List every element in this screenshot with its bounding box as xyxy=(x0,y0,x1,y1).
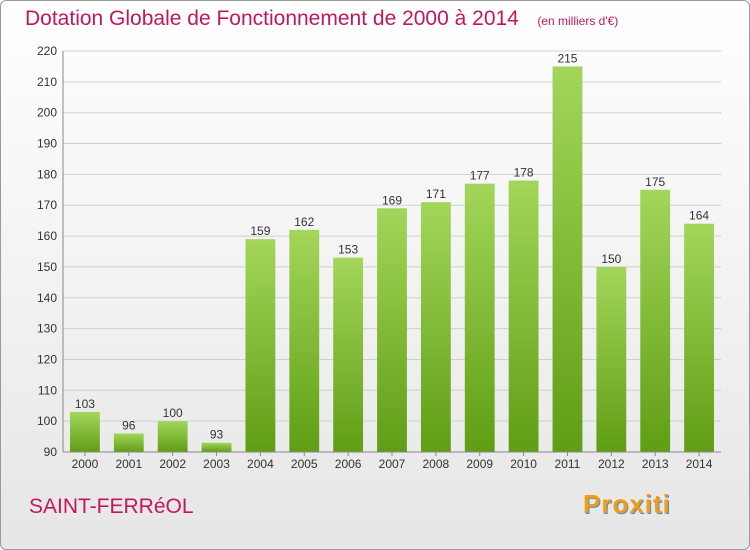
y-tick-label: 210 xyxy=(37,75,57,89)
x-tick-label: 2013 xyxy=(642,457,669,471)
title-row: Dotation Globale de Fonctionnement de 20… xyxy=(25,7,618,31)
bar xyxy=(552,66,583,452)
bar xyxy=(464,183,495,452)
bar xyxy=(596,266,627,452)
data-label: 175 xyxy=(645,175,665,189)
bar xyxy=(289,229,320,452)
bar xyxy=(684,223,714,452)
bar xyxy=(508,180,539,453)
x-tick-label: 2007 xyxy=(379,457,406,471)
bar xyxy=(113,433,144,452)
bar xyxy=(420,202,451,452)
y-tick-label: 220 xyxy=(37,44,57,58)
x-tick-label: 2014 xyxy=(686,457,713,471)
data-label: 150 xyxy=(601,252,621,266)
y-tick-label: 150 xyxy=(37,260,57,274)
bar xyxy=(245,239,276,452)
data-label: 169 xyxy=(382,193,402,207)
data-label: 100 xyxy=(163,406,183,420)
data-label: 171 xyxy=(426,187,446,201)
x-tick-label: 2003 xyxy=(203,457,230,471)
bar xyxy=(640,189,671,453)
y-tick-label: 200 xyxy=(37,106,57,120)
x-tick-label: 2010 xyxy=(510,457,537,471)
bar xyxy=(333,257,364,452)
data-label: 159 xyxy=(250,224,270,238)
x-tick-label: 2012 xyxy=(598,457,625,471)
y-tick-label: 170 xyxy=(37,198,57,212)
x-tick-label: 2005 xyxy=(291,457,318,471)
y-tick-label: 120 xyxy=(37,352,57,366)
bars: 103 96 100 93 159 162 153 169 171 177 178 215 150 175… xyxy=(70,51,714,453)
bar xyxy=(70,411,100,452)
data-label: 164 xyxy=(689,209,709,223)
data-label: 178 xyxy=(514,166,534,180)
proxiti-logo: Proxiti xyxy=(583,489,671,519)
x-tick-label: 2000 xyxy=(72,457,99,471)
data-label: 93 xyxy=(210,428,224,442)
y-tick-label: 130 xyxy=(37,322,57,336)
x-tick-label: 2006 xyxy=(335,457,362,471)
data-label: 162 xyxy=(294,215,314,229)
chart-title: Dotation Globale de Fonctionnement de 20… xyxy=(25,7,519,30)
x-tick-label: 2002 xyxy=(159,457,186,471)
x-tick-label: 2001 xyxy=(115,457,142,471)
data-label: 96 xyxy=(122,418,136,432)
x-tick-label: 2008 xyxy=(423,457,450,471)
chart-subtitle: (en milliers d'€) xyxy=(537,14,619,28)
y-tick-label: 90 xyxy=(44,445,58,459)
data-label: 103 xyxy=(75,397,95,411)
bar xyxy=(377,208,407,452)
x-tick-label: 2011 xyxy=(555,457,581,471)
y-tick-label: 160 xyxy=(37,229,57,243)
bar xyxy=(157,421,188,452)
x-tick-label: 2004 xyxy=(247,457,274,471)
x-tick-label: 2009 xyxy=(466,457,493,471)
bar xyxy=(201,442,232,452)
data-label: 153 xyxy=(338,243,358,257)
y-tick-label: 180 xyxy=(37,167,57,181)
y-tick-label: 140 xyxy=(37,291,57,305)
y-tick-label: 190 xyxy=(37,137,57,151)
axes: 90 100 110 120 130 140 150 160 170 180 190 200 210 22… xyxy=(37,44,721,471)
data-label: 215 xyxy=(557,51,577,65)
y-tick-label: 110 xyxy=(38,383,57,397)
data-label: 177 xyxy=(470,169,490,183)
y-tick-label: 100 xyxy=(37,414,57,428)
commune-name: SAINT-FERRéOL xyxy=(29,495,194,518)
